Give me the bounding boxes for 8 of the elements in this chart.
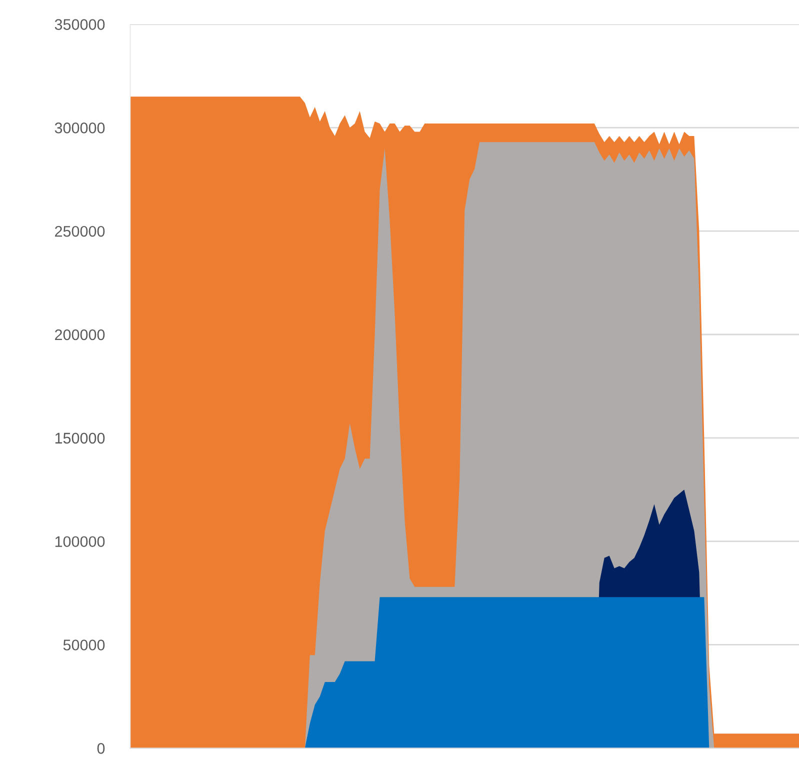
y-tick-label: 150000 [55,432,105,444]
y-tick-label: 100000 [55,536,105,548]
y-tick-label: 300000 [54,122,105,134]
y-tick-label: 250000 [55,226,105,237]
y-tick-label: 0 [97,743,105,754]
y-tick-label: 350000 [54,19,105,30]
y-tick-label: 50000 [63,640,105,650]
y-tick-label: 200000 [55,329,105,340]
